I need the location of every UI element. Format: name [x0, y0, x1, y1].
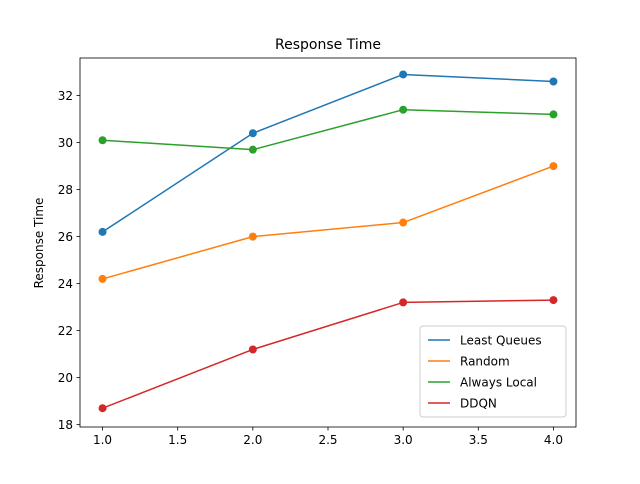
y-tick-label: 18	[58, 418, 73, 432]
data-point-random	[549, 162, 558, 171]
y-tick-label: 28	[58, 183, 73, 197]
x-tick-label: 2.0	[243, 433, 262, 447]
x-tick-label: 3.5	[469, 433, 488, 447]
data-point-random	[399, 218, 408, 227]
legend: Least Queues Random Always Local DDQN	[419, 325, 567, 418]
data-point-ddqn	[549, 296, 558, 305]
data-point-least-queues	[399, 70, 408, 79]
y-tick-label: 24	[58, 277, 73, 291]
x-tick-label: 4.0	[544, 433, 563, 447]
y-tick-label: 22	[58, 324, 73, 338]
legend-box	[419, 325, 567, 418]
legend-label-ddqn: DDQN	[460, 397, 497, 411]
data-point-least-queues	[248, 129, 257, 138]
chart-title: Response Time	[275, 37, 381, 53]
data-point-always-local	[399, 105, 408, 114]
x-tick-label: 1.0	[93, 433, 112, 447]
data-point-always-local	[549, 110, 558, 119]
data-point-always-local	[248, 145, 257, 154]
legend-label-always-local: Always Local	[460, 376, 537, 390]
legend-label-least-queues: Least Queues	[460, 334, 542, 348]
legend-label-random: Random	[460, 355, 510, 369]
series-line-random	[102, 165, 554, 280]
y-tick-label: 32	[58, 89, 73, 103]
data-point-ddqn	[248, 345, 257, 354]
x-tick-label: 3.0	[394, 433, 413, 447]
series-line-ddqn	[102, 299, 554, 409]
data-point-ddqn	[98, 404, 107, 413]
data-point-least-queues	[98, 227, 107, 236]
x-tick-label: 2.5	[318, 433, 337, 447]
y-tick-label: 30	[58, 136, 73, 150]
y-tick-label: 26	[58, 230, 73, 244]
series-line-least-queues	[102, 73, 554, 233]
y-axis-label: Response Time	[32, 198, 46, 289]
y-tick-label: 20	[58, 371, 73, 385]
data-point-always-local	[98, 136, 107, 145]
series-line-always-local	[102, 108, 554, 151]
data-point-least-queues	[549, 77, 558, 86]
x-tick-label: 1.5	[168, 433, 187, 447]
data-point-random	[248, 232, 257, 241]
plot-area: 1.0 1.5 2.0 2.5 3.0 3.5 4.0 18 20 22 24 26 28 30 32	[58, 57, 577, 447]
data-point-random	[98, 274, 107, 283]
data-point-ddqn	[399, 298, 408, 307]
